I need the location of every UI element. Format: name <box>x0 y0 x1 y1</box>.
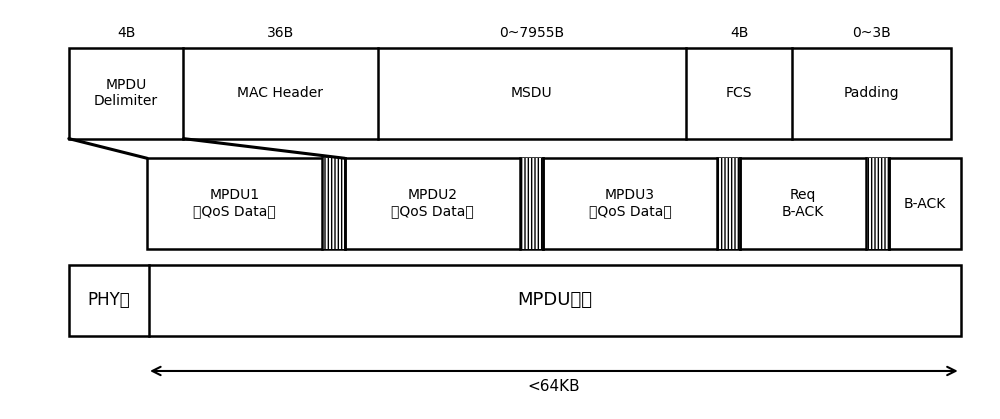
Text: MAC Header: MAC Header <box>237 86 323 100</box>
Text: PHY头: PHY头 <box>88 291 130 309</box>
Text: FCS: FCS <box>726 86 752 100</box>
Text: MPDU2
（QoS Data）: MPDU2 （QoS Data） <box>391 189 474 219</box>
Text: MPDU
Delimiter: MPDU Delimiter <box>94 78 158 109</box>
Text: MPDU3
（QoS Data）: MPDU3 （QoS Data） <box>589 189 671 219</box>
Bar <box>322 158 345 249</box>
Text: 0~3B: 0~3B <box>852 26 891 40</box>
Text: MSDU: MSDU <box>511 86 553 100</box>
Text: 4B: 4B <box>730 26 748 40</box>
Bar <box>866 158 889 249</box>
Bar <box>717 158 740 249</box>
Text: Padding: Padding <box>844 86 899 100</box>
Bar <box>69 265 961 336</box>
Text: Req
B-ACK: Req B-ACK <box>782 189 824 219</box>
Text: 4B: 4B <box>117 26 135 40</box>
Bar <box>69 48 951 139</box>
Text: 36B: 36B <box>267 26 294 40</box>
Bar <box>520 158 543 249</box>
Text: <64KB: <64KB <box>528 379 580 394</box>
Bar <box>147 158 961 249</box>
Text: B-ACK: B-ACK <box>904 197 946 211</box>
Text: MPDU子帧: MPDU子帧 <box>517 291 592 309</box>
Text: MPDU1
（QoS Data）: MPDU1 （QoS Data） <box>193 189 276 219</box>
Text: 0~7955B: 0~7955B <box>499 26 564 40</box>
